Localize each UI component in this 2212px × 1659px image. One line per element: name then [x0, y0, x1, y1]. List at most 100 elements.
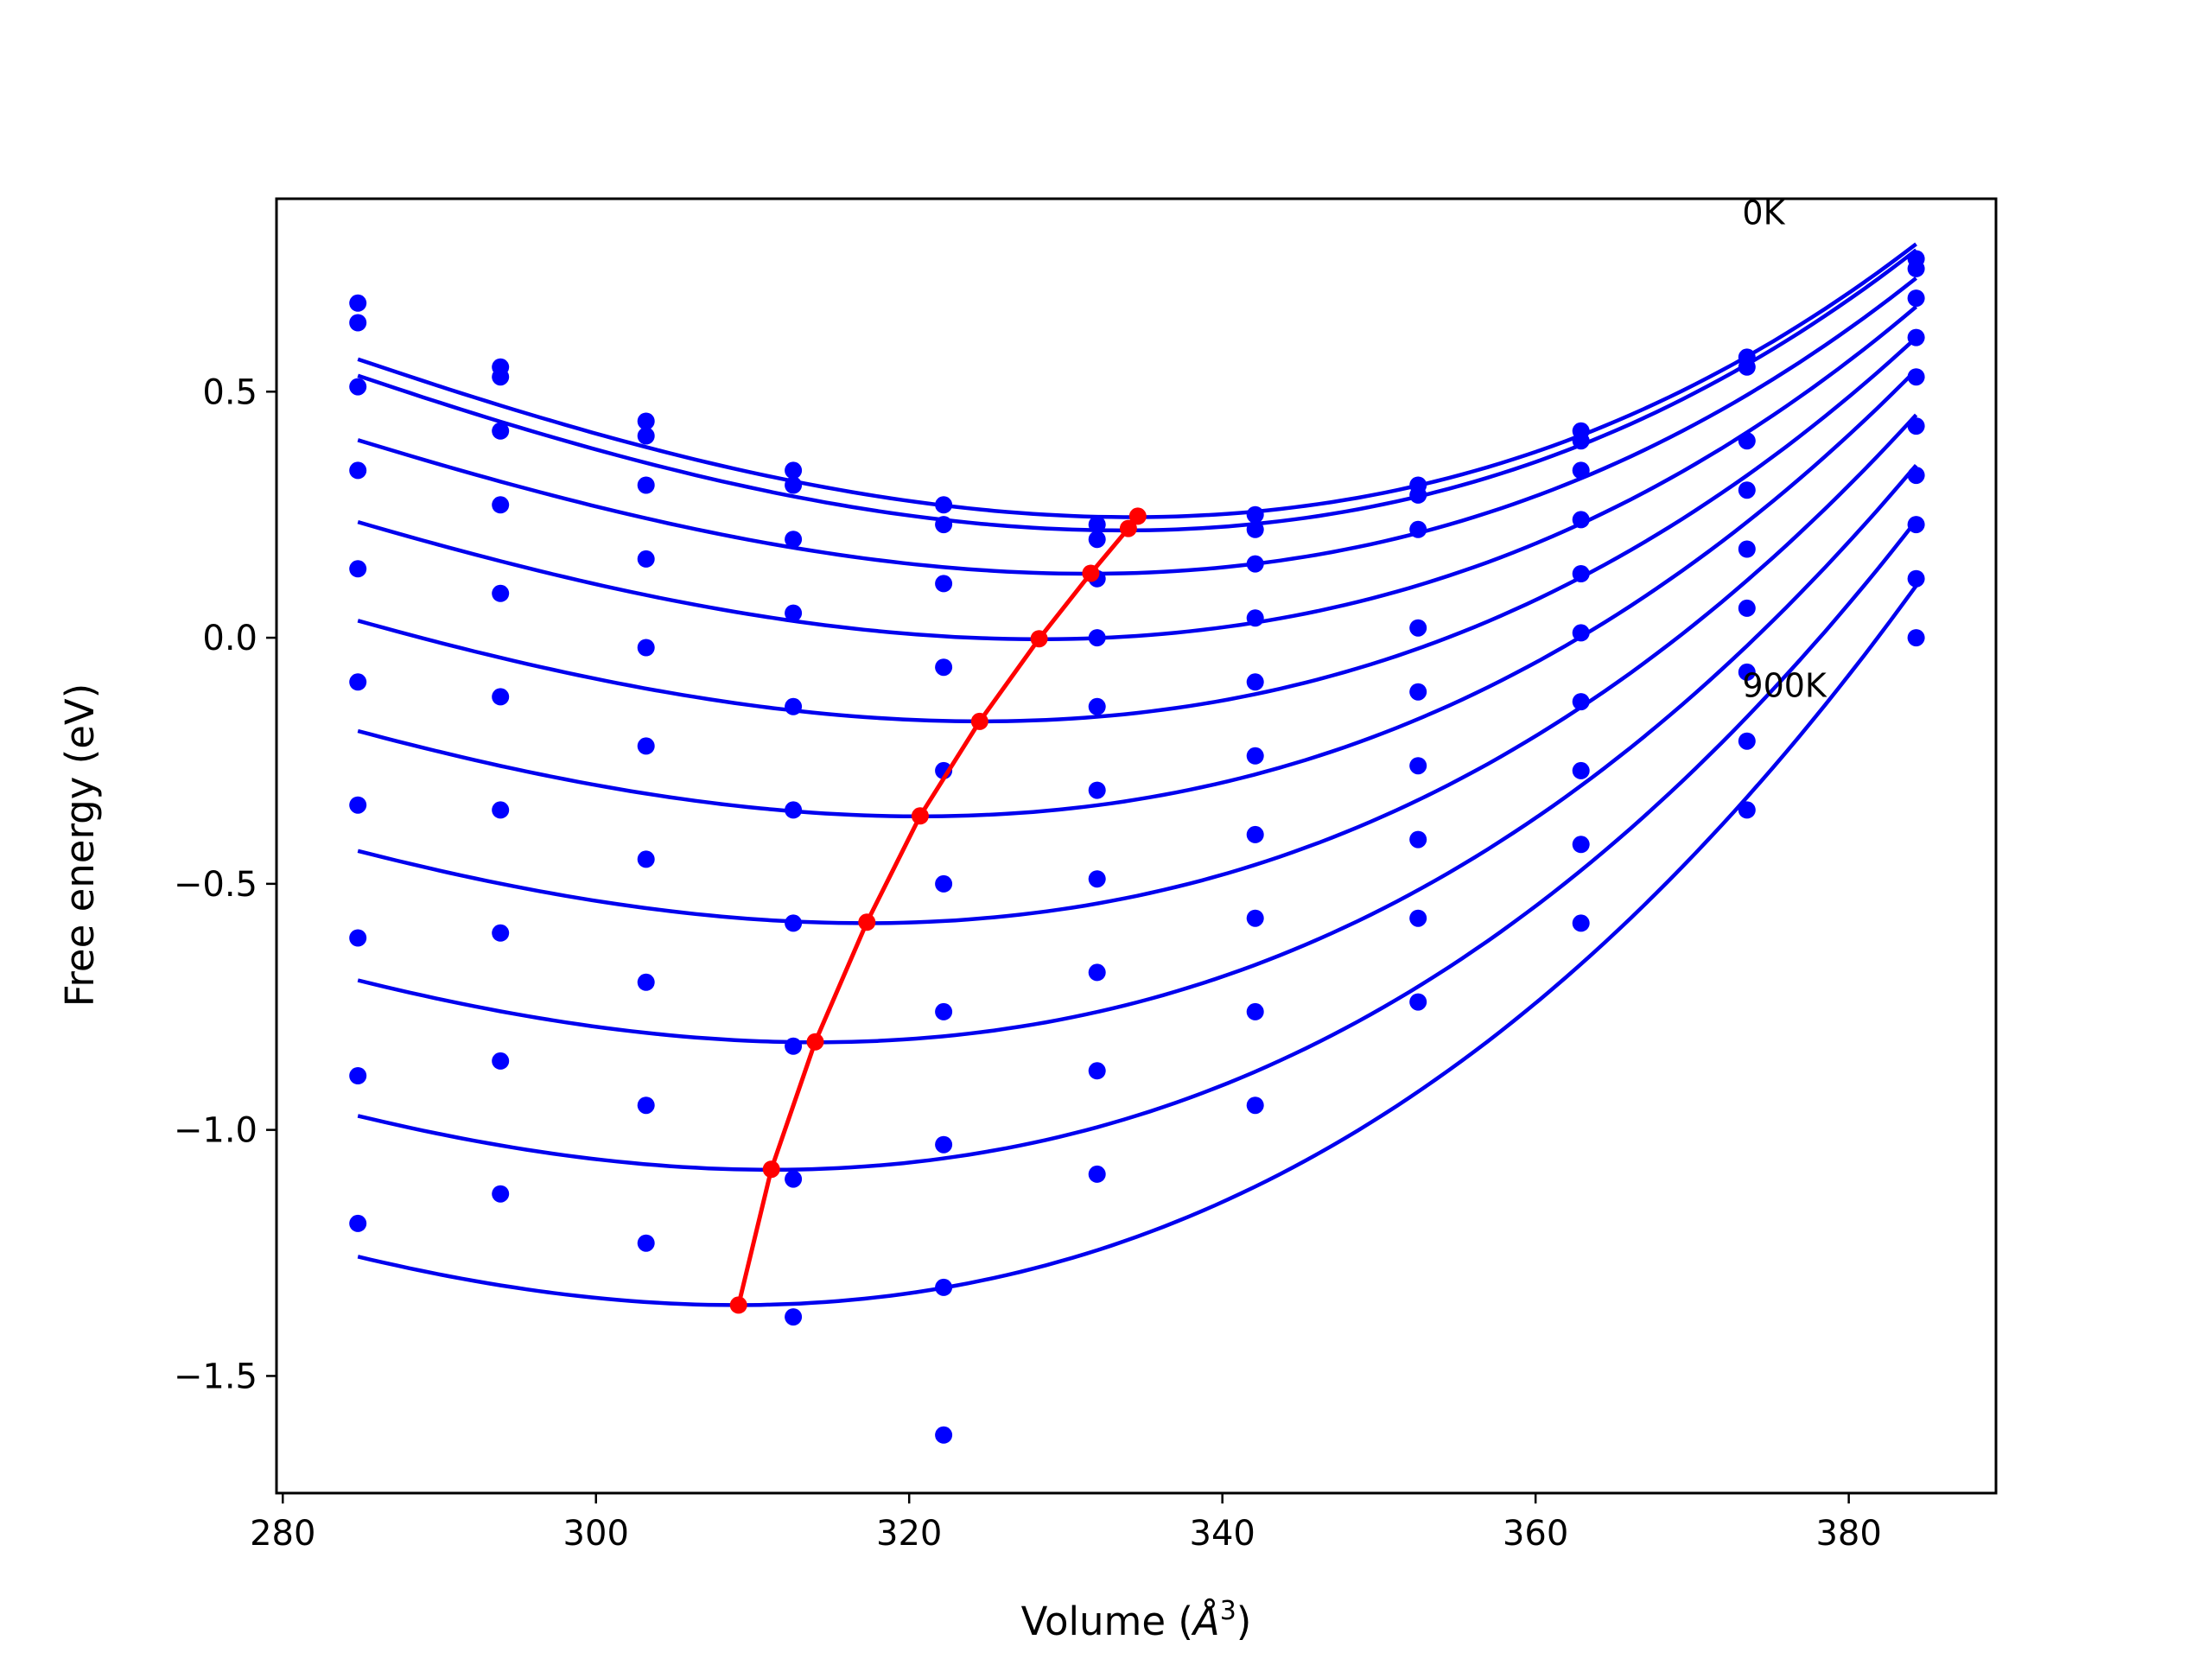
- data-point: [785, 461, 803, 480]
- data-point: [1246, 673, 1264, 691]
- data-point: [1088, 870, 1106, 888]
- data-point: [637, 737, 655, 755]
- data-point: [935, 496, 953, 514]
- data-point: [1907, 328, 1925, 346]
- data-point: [1572, 836, 1590, 854]
- minimum-point: [806, 1033, 824, 1051]
- data-point: [1409, 830, 1427, 849]
- data-point: [349, 673, 367, 691]
- data-point: [1738, 540, 1756, 558]
- data-point: [1572, 693, 1590, 711]
- data-point: [1907, 417, 1925, 435]
- minimum-point: [762, 1160, 780, 1179]
- x-tick-label: 320: [876, 1514, 942, 1554]
- data-point: [349, 294, 367, 312]
- data-point: [1088, 1062, 1106, 1080]
- fit-curve-4: [357, 336, 1918, 724]
- data-point: [637, 550, 655, 568]
- data-point: [349, 314, 367, 332]
- data-point: [1088, 1165, 1106, 1183]
- data-point: [637, 639, 655, 657]
- fit-curve-2: [357, 276, 1917, 576]
- data-point: [1907, 368, 1925, 386]
- data-point: [785, 801, 803, 819]
- data-point: [935, 575, 953, 593]
- data-point: [1409, 486, 1427, 504]
- data-point: [935, 1135, 953, 1154]
- x-axis-unit: Å: [1191, 1599, 1220, 1644]
- fit-curve-8: [357, 519, 1918, 1173]
- fit-curve-7: [357, 463, 1918, 1045]
- x-tick-label: 300: [563, 1514, 629, 1554]
- data-point: [1409, 993, 1427, 1011]
- minimum-point: [970, 712, 988, 730]
- data-point: [637, 973, 655, 991]
- y-axis-ticks: −1.5 −1.0 −0.5 0.0 0.5: [174, 372, 276, 1396]
- data-point: [1572, 914, 1590, 932]
- data-point: [492, 924, 510, 942]
- temperature-annotation: 900K: [1742, 666, 1827, 704]
- y-tick-label: 0.5: [202, 372, 257, 412]
- data-point: [785, 531, 803, 549]
- fit-curves: [357, 242, 1918, 1307]
- data-point: [785, 914, 803, 932]
- data-point: [1738, 599, 1756, 617]
- data-point: [1572, 432, 1590, 450]
- data-point: [349, 461, 367, 480]
- minimum-point: [1082, 564, 1100, 582]
- data-point: [349, 796, 367, 814]
- data-point: [1409, 683, 1427, 701]
- data-point: [1088, 781, 1106, 799]
- x-axis-ticks: 280 300 320 340 360 380: [250, 1493, 1882, 1554]
- data-point: [1738, 801, 1756, 819]
- data-point: [785, 1170, 803, 1188]
- fit-curve-5: [357, 368, 1918, 819]
- data-point: [349, 1214, 367, 1232]
- data-point: [1572, 624, 1590, 642]
- data-point: [1907, 467, 1925, 485]
- data-point: [1907, 629, 1925, 647]
- data-point: [1409, 909, 1427, 927]
- data-point: [1246, 747, 1264, 765]
- annotations: 0K 900K: [1742, 194, 1827, 705]
- data-point: [1088, 697, 1106, 715]
- data-point: [1246, 1096, 1264, 1115]
- data-point: [637, 850, 655, 868]
- data-point: [1907, 516, 1925, 534]
- data-point: [1246, 825, 1264, 843]
- data-point: [1738, 663, 1756, 681]
- minimum-path: [729, 507, 1147, 1314]
- data-point: [785, 476, 803, 494]
- data-point: [1246, 520, 1264, 538]
- fit-curve-6: [357, 413, 1918, 925]
- data-point: [1907, 569, 1925, 588]
- data-point: [637, 1234, 655, 1252]
- x-axis-label: Volume (Å3): [1021, 1596, 1252, 1644]
- data-point: [935, 1426, 953, 1444]
- data-point: [935, 1002, 953, 1020]
- data-point: [1907, 289, 1925, 308]
- data-point: [349, 929, 367, 947]
- data-point: [785, 697, 803, 715]
- data-point: [1088, 629, 1106, 647]
- data-point: [1738, 432, 1756, 450]
- data-point: [492, 801, 510, 819]
- data-point: [785, 1308, 803, 1326]
- data-point: [1738, 481, 1756, 499]
- minimum-point: [1128, 507, 1147, 525]
- y-tick-label: 0.0: [202, 619, 257, 658]
- data-point: [1246, 909, 1264, 927]
- y-tick-label: −1.5: [174, 1357, 257, 1396]
- data-point: [492, 422, 510, 440]
- data-point: [1088, 516, 1106, 534]
- minimum-point: [1119, 519, 1137, 537]
- minimum-path-line: [736, 514, 1140, 1306]
- fit-curve-9: [357, 584, 1918, 1307]
- data-point: [935, 874, 953, 893]
- data-point: [1572, 511, 1590, 529]
- data-point: [1409, 757, 1427, 775]
- data-point: [1738, 358, 1756, 376]
- data-point: [935, 516, 953, 534]
